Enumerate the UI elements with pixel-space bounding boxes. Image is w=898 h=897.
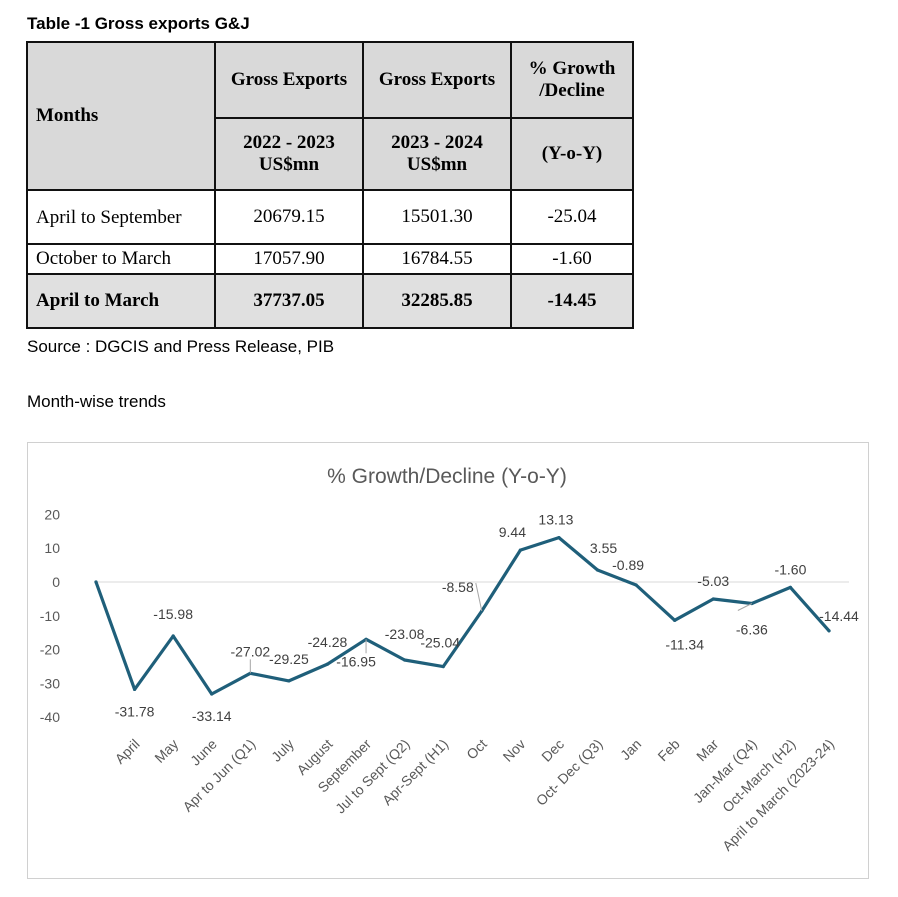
chart-area — [27, 442, 869, 879]
data-point — [788, 585, 793, 590]
row-growth: -25.04 — [510, 189, 634, 245]
data-point — [171, 634, 175, 638]
y-tick-label: 10 — [44, 540, 60, 556]
data-point — [325, 662, 330, 666]
row-value-2022-23: 37737.05 — [214, 273, 364, 329]
x-tick-label: Nov — [500, 736, 529, 765]
data-label: -11.34 — [665, 636, 704, 652]
table-title: Table -1 Gross exports G&J — [27, 14, 250, 33]
data-label: 3.55 — [590, 540, 617, 556]
header-yoy: (Y-o-Y) — [510, 117, 634, 191]
data-point — [711, 597, 715, 601]
data-point — [132, 687, 137, 692]
data-label: -23.08 — [385, 626, 425, 642]
series-line — [94, 535, 831, 696]
y-tick-label: 0 — [52, 574, 60, 590]
x-tick-label: July — [268, 736, 297, 765]
row-months: April to September — [26, 189, 216, 245]
table-row-total: April to March 37737.05 32285.85 -14.45 — [26, 273, 634, 329]
label-leader-line — [475, 582, 483, 612]
row-months: October to March — [26, 243, 216, 275]
y-tick-label: -30 — [40, 675, 60, 691]
data-label: -31.78 — [115, 703, 155, 719]
data-label: -6.36 — [736, 621, 768, 637]
x-tick-label: Feb — [654, 736, 683, 765]
data-point — [750, 601, 754, 606]
data-point — [673, 618, 677, 622]
row-growth: -14.45 — [510, 273, 634, 329]
trend-heading: Month-wise trends — [27, 392, 166, 411]
row-months: April to March — [26, 273, 216, 329]
label-leader-line — [737, 603, 753, 611]
gross-exports-table: Months Gross Exports Gross Exports % Gro… — [26, 41, 634, 329]
header-growth: % Growth /Decline — [510, 41, 634, 119]
data-label: -15.98 — [153, 606, 193, 622]
data-label: -5.03 — [697, 573, 729, 589]
data-label: -29.25 — [269, 651, 309, 667]
data-point — [557, 536, 561, 540]
header-year-2022-23: 2022 - 2023 US$mn — [214, 117, 364, 191]
data-point — [480, 609, 484, 613]
data-point — [827, 629, 831, 633]
header-months: Months — [26, 41, 216, 191]
data-point — [403, 658, 407, 662]
data-point — [518, 548, 522, 552]
x-tick-label: Jan — [617, 736, 644, 763]
y-tick-label: -40 — [40, 709, 60, 725]
header-gross-exports-1: Gross Exports — [214, 41, 364, 119]
y-tick-label: -10 — [40, 608, 60, 624]
data-label: -27.02 — [230, 643, 270, 659]
data-label: 13.13 — [538, 512, 573, 528]
table-row: October to March 17057.90 16784.55 -1.60 — [26, 243, 634, 275]
row-value-2023-24: 15501.30 — [362, 189, 512, 245]
x-tick-label: Mar — [693, 736, 722, 765]
data-label: -33.14 — [192, 708, 232, 724]
data-label: -16.95 — [336, 653, 376, 669]
table-row: April to September 20679.15 15501.30 -25… — [26, 189, 634, 245]
data-label: -14.44 — [819, 608, 859, 624]
x-tick-label: Dec — [538, 736, 567, 765]
header-gross-exports-2: Gross Exports — [362, 41, 512, 119]
data-point — [441, 665, 445, 669]
y-tick-label: 20 — [44, 506, 60, 522]
row-growth: -1.60 — [510, 243, 634, 275]
x-tick-label: June — [187, 736, 220, 769]
header-year-2023-24: 2023 - 2024 US$mn — [362, 117, 512, 191]
data-label: -0.89 — [612, 557, 644, 573]
data-point — [210, 692, 214, 696]
data-point — [634, 583, 638, 587]
data-label: -8.58 — [442, 579, 474, 595]
data-point — [595, 568, 600, 572]
chart-title: % Growth/Decline (Y-o-Y) — [327, 465, 567, 488]
data-label: -24.28 — [308, 634, 348, 650]
source-note: Source : DGCIS and Press Release, PIB — [27, 337, 335, 356]
data-label: -25.04 — [420, 635, 460, 651]
data-point — [287, 679, 291, 683]
row-value-2023-24: 32285.85 — [362, 273, 512, 329]
x-tick-label: May — [151, 736, 181, 766]
x-tick-label: April — [112, 736, 143, 767]
data-label: -1.60 — [774, 561, 806, 577]
row-value-2022-23: 20679.15 — [214, 189, 364, 245]
data-point — [248, 671, 252, 675]
data-label: 9.44 — [499, 524, 526, 540]
y-tick-label: -20 — [40, 642, 60, 658]
row-value-2022-23: 17057.90 — [214, 243, 364, 275]
x-tick-label: Oct — [463, 736, 490, 763]
data-point — [94, 580, 98, 584]
row-value-2023-24: 16784.55 — [362, 243, 512, 275]
